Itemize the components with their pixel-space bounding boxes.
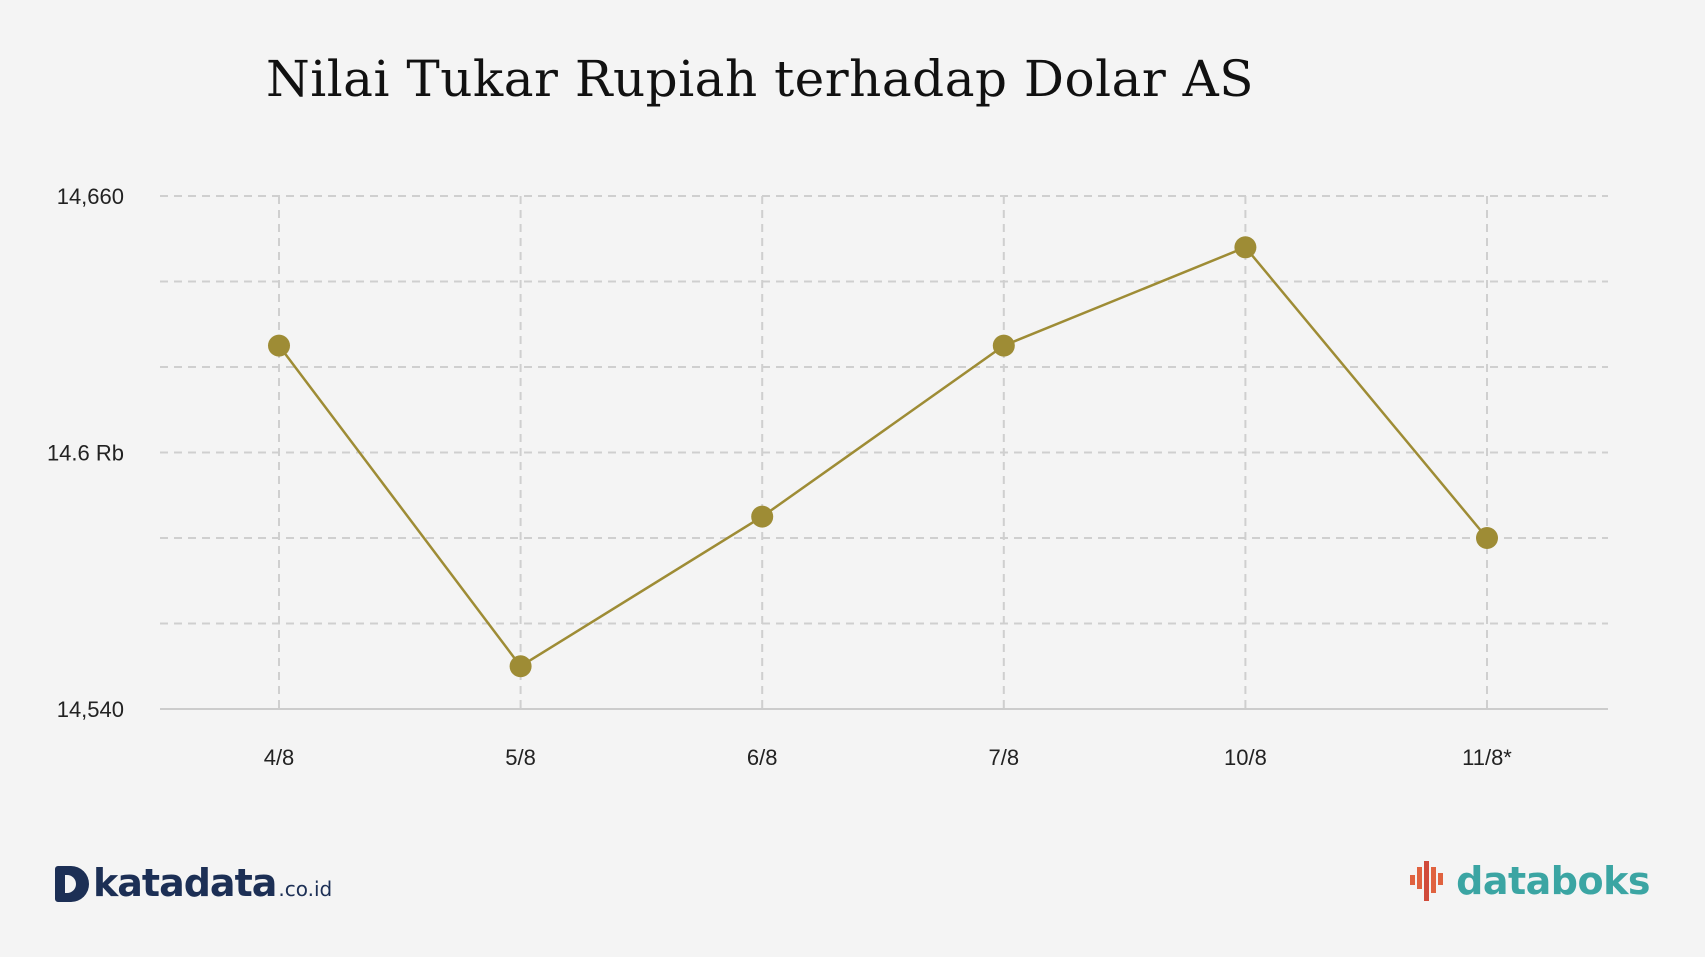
katadata-logo: katadata .co.id	[55, 860, 332, 902]
y-tick-label: 14.6 Rb	[47, 441, 124, 466]
katadata-logo-text: katadata	[93, 861, 277, 905]
databoks-logo: databoks	[1406, 858, 1650, 904]
data-point	[1476, 527, 1498, 549]
y-tick-label: 14,660	[57, 184, 124, 209]
data-point	[509, 655, 532, 678]
x-tick-label: 6/8	[747, 745, 778, 770]
axes: 14,540 14.6 Rb 14,660 4/8 5/8 6/8 7/8 10/8 11/8*	[47, 184, 1608, 770]
x-tick-label: 10/8	[1224, 745, 1267, 770]
katadata-logo-suffix: .co.id	[278, 877, 333, 901]
series	[268, 236, 1498, 678]
data-point	[992, 334, 1015, 357]
series-line	[278, 245, 1488, 668]
y-tick-label: 14,540	[57, 697, 124, 722]
chart-title: Nilai Tukar Rupiah terhadap Dolar AS	[265, 50, 1255, 108]
databoks-logo-text: databoks	[1456, 859, 1650, 903]
grid	[160, 195, 1608, 709]
databoks-logo-icon	[1410, 861, 1444, 901]
data-point	[268, 334, 290, 357]
data-point	[751, 505, 774, 528]
x-tick-label: 4/8	[264, 745, 295, 770]
katadata-logo-icon	[55, 866, 89, 902]
data-point	[1234, 236, 1257, 259]
x-tick-label: 11/8*	[1462, 745, 1512, 770]
x-tick-label: 7/8	[989, 745, 1020, 770]
x-tick-label: 5/8	[505, 745, 536, 770]
